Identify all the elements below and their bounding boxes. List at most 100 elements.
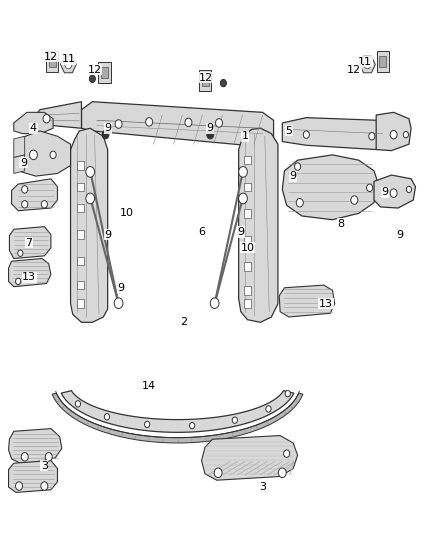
Bar (99, 62, 111, 83)
Text: 11: 11 (358, 57, 372, 67)
Text: 9: 9 (207, 123, 214, 133)
Polygon shape (279, 285, 335, 317)
Polygon shape (376, 112, 411, 151)
Circle shape (86, 166, 95, 177)
Circle shape (285, 391, 290, 397)
Circle shape (21, 185, 28, 193)
Circle shape (50, 151, 56, 159)
Circle shape (406, 186, 412, 192)
Circle shape (104, 414, 110, 420)
Polygon shape (9, 429, 62, 463)
Bar (244, 236, 251, 244)
Circle shape (266, 406, 271, 412)
Bar (377, 51, 389, 72)
Circle shape (65, 60, 72, 69)
Polygon shape (14, 155, 25, 173)
Polygon shape (12, 179, 57, 211)
Text: 6: 6 (198, 227, 205, 237)
Bar (101, 67, 108, 78)
Circle shape (364, 60, 371, 69)
Bar (77, 257, 84, 265)
Circle shape (390, 189, 397, 197)
Text: 12: 12 (44, 52, 58, 61)
Circle shape (115, 120, 122, 128)
Polygon shape (60, 56, 76, 73)
Polygon shape (9, 461, 57, 492)
Circle shape (207, 131, 214, 139)
Circle shape (41, 482, 48, 490)
Text: 12: 12 (88, 65, 102, 75)
Circle shape (190, 423, 195, 429)
Bar (201, 75, 208, 86)
Circle shape (303, 131, 309, 139)
Polygon shape (31, 102, 81, 128)
Circle shape (15, 482, 22, 490)
Text: 10: 10 (240, 243, 254, 253)
Bar (77, 182, 84, 191)
Bar (379, 56, 386, 67)
Text: 12: 12 (199, 73, 213, 83)
Polygon shape (18, 131, 71, 176)
Text: 14: 14 (142, 381, 156, 391)
Text: 12: 12 (347, 65, 361, 75)
Circle shape (279, 468, 286, 478)
Text: 2: 2 (180, 317, 187, 327)
Bar (46, 51, 58, 72)
Bar (244, 156, 251, 165)
Polygon shape (239, 128, 278, 322)
Text: 3: 3 (41, 461, 48, 471)
Polygon shape (71, 128, 108, 322)
Text: 11: 11 (61, 54, 75, 64)
Text: 8: 8 (338, 219, 345, 229)
Polygon shape (10, 227, 51, 259)
Circle shape (351, 196, 358, 204)
Polygon shape (360, 56, 375, 73)
Circle shape (15, 278, 21, 285)
Circle shape (21, 200, 28, 208)
Circle shape (89, 75, 95, 83)
Circle shape (215, 119, 223, 127)
Circle shape (114, 298, 123, 309)
Circle shape (367, 184, 373, 191)
Text: 9: 9 (381, 187, 389, 197)
Circle shape (185, 118, 192, 127)
Text: 9: 9 (117, 283, 124, 293)
Circle shape (294, 163, 300, 170)
Bar (77, 204, 84, 212)
Polygon shape (374, 175, 416, 208)
Polygon shape (14, 112, 53, 134)
Circle shape (239, 193, 247, 204)
Polygon shape (81, 102, 274, 147)
Bar (77, 281, 84, 289)
Text: 9: 9 (237, 227, 244, 237)
Circle shape (210, 298, 219, 309)
Text: 7: 7 (25, 238, 33, 247)
Circle shape (75, 401, 81, 407)
Text: 13: 13 (22, 272, 36, 282)
Bar (244, 300, 251, 308)
Circle shape (86, 193, 95, 204)
Text: 3: 3 (259, 482, 266, 492)
Bar (244, 209, 251, 217)
Polygon shape (61, 391, 294, 432)
Bar (199, 70, 211, 91)
Bar (244, 182, 251, 191)
Circle shape (43, 115, 50, 123)
Circle shape (239, 166, 247, 177)
Text: 9: 9 (397, 230, 404, 240)
Circle shape (145, 421, 150, 427)
Bar (77, 300, 84, 308)
Circle shape (284, 450, 290, 457)
Circle shape (21, 453, 28, 461)
Circle shape (369, 133, 375, 140)
Circle shape (18, 250, 23, 256)
Circle shape (296, 198, 303, 207)
Circle shape (146, 118, 152, 126)
Circle shape (102, 131, 109, 139)
Circle shape (220, 79, 226, 87)
Bar (244, 262, 251, 271)
Bar (77, 161, 84, 169)
Bar (77, 230, 84, 239)
Polygon shape (283, 155, 378, 220)
Text: 13: 13 (319, 298, 333, 309)
